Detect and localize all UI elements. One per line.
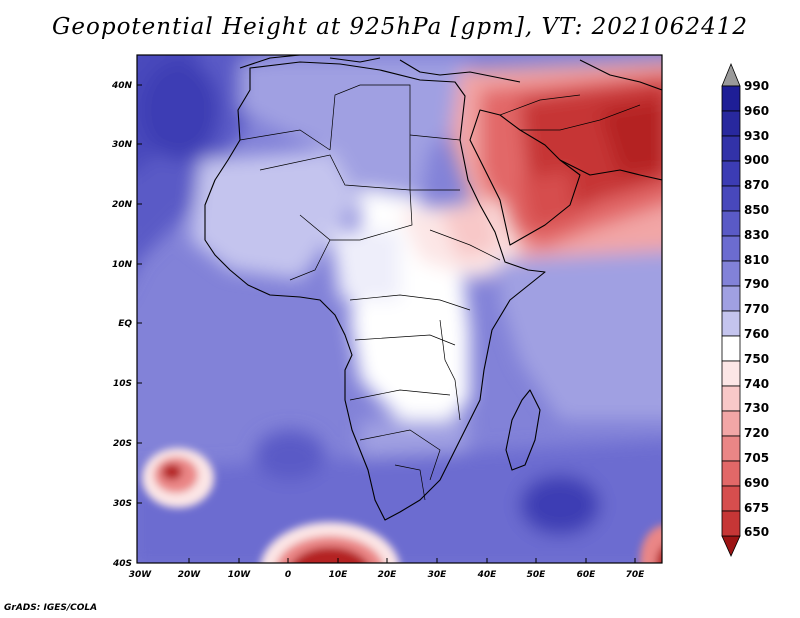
africa-coastline	[204, 61, 546, 521]
colorbar-swatch	[721, 135, 741, 162]
colorbar-label: 850	[744, 203, 769, 217]
lat-label: 20N	[112, 200, 133, 210]
lon-label: 0	[285, 570, 291, 580]
chart-title: Geopotential Height at 925hPa [gpm], VT:…	[52, 14, 748, 40]
colorbar-swatch	[721, 185, 741, 212]
country-borders	[239, 84, 641, 501]
lat-label: 10S	[113, 379, 132, 389]
lon-label: 60E	[577, 570, 597, 580]
lon-label: 10W	[228, 570, 252, 580]
lon-label: 70E	[626, 570, 646, 580]
southern-ocean-low	[260, 522, 662, 563]
south-atlantic-low	[142, 448, 214, 508]
colorbar-label: 675	[744, 501, 769, 515]
colorbar-label: 990	[744, 79, 769, 93]
colorbar-label: 650	[744, 525, 769, 539]
colorbar-label: 930	[744, 129, 769, 143]
colorbar-swatch	[721, 285, 741, 312]
colorbar-label: 830	[744, 228, 769, 242]
colorbar-swatch	[721, 460, 741, 487]
colorbar-swatch	[721, 110, 741, 137]
colorbar-swatch	[721, 260, 741, 287]
asia-coastline	[559, 59, 662, 181]
colorbar-label: 720	[744, 426, 769, 440]
colorbar-label: 810	[744, 253, 769, 267]
colorbar-swatch	[721, 310, 741, 337]
lon-label: 40E	[477, 570, 498, 580]
colorbar-swatch	[721, 335, 741, 362]
colorbar-label: 760	[744, 327, 769, 341]
colorbar-label: 900	[744, 153, 769, 167]
colorbar-label: 730	[744, 401, 769, 415]
lon-label: 20W	[178, 570, 202, 580]
lon-label: 50E	[527, 570, 547, 580]
colorbar-swatch	[721, 360, 741, 387]
madagascar-coastline	[505, 389, 541, 471]
lat-label: 30N	[112, 140, 133, 150]
colorbar-label: 750	[744, 352, 769, 366]
europe-coastline	[239, 55, 521, 83]
colorbar-swatch	[721, 385, 741, 412]
colorbar-label: 790	[744, 277, 769, 291]
lat-label: EQ	[118, 319, 132, 329]
lon-label: 30E	[428, 570, 448, 580]
map-frame	[136, 54, 663, 564]
lon-label: 20E	[378, 570, 398, 580]
lon-label: 30W	[129, 570, 153, 580]
credit-label: GrADS: IGES/COLA	[4, 603, 98, 613]
colorbar-swatch	[721, 85, 741, 112]
lat-label: 40S	[112, 559, 132, 569]
colorbar-label: 870	[744, 178, 769, 192]
colorbar-label: 960	[744, 104, 769, 118]
lon-axis: 30W 20W 10W 0 10E 20E 30E 40E 50E 60E 70…	[129, 558, 645, 580]
colorbar-top-arrow	[721, 62, 741, 87]
colorbar: 990 960 930 900 870 850 830 810 790 770 …	[721, 62, 769, 557]
colorbar-swatch	[721, 510, 741, 537]
lat-axis: 40N 30N 20N 10N EQ 10S 20S 30S 40S	[111, 81, 142, 569]
colorbar-swatch	[721, 410, 741, 437]
colorbar-label: 690	[744, 476, 769, 490]
lon-label: 10E	[329, 570, 349, 580]
geopotential-field	[137, 55, 662, 563]
colorbar-label: 770	[744, 302, 769, 316]
colorbar-swatch	[721, 485, 741, 512]
colorbar-swatch	[721, 210, 741, 237]
lat-label: 10N	[112, 260, 133, 270]
colorbar-bottom-arrow	[721, 535, 741, 557]
colorbar-label: 705	[744, 451, 769, 465]
lat-label: 30S	[113, 499, 132, 509]
colorbar-swatch	[721, 160, 741, 187]
lat-label: 20S	[113, 439, 132, 449]
colorbar-label: 740	[744, 377, 769, 391]
map-panel	[137, 55, 662, 563]
lat-label: 40N	[111, 81, 133, 91]
colorbar-swatch	[721, 235, 741, 262]
colorbar-swatch	[721, 435, 741, 462]
